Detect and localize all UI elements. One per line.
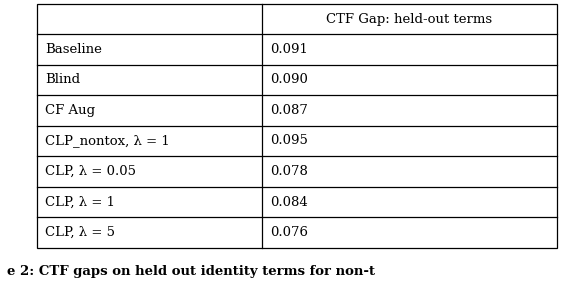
Text: 0.095: 0.095 — [270, 135, 308, 147]
Text: 0.084: 0.084 — [270, 196, 308, 209]
Text: 0.078: 0.078 — [270, 165, 308, 178]
Text: CTF Gap: held-out terms: CTF Gap: held-out terms — [327, 12, 492, 26]
Text: Blind: Blind — [45, 73, 80, 86]
Text: 0.091: 0.091 — [270, 43, 308, 56]
Text: CF Aug: CF Aug — [45, 104, 95, 117]
Text: CLP_nontox, λ = 1: CLP_nontox, λ = 1 — [45, 135, 170, 147]
Text: CLP, λ = 0.05: CLP, λ = 0.05 — [45, 165, 136, 178]
Bar — [37, 4, 557, 248]
Text: 0.090: 0.090 — [270, 73, 308, 86]
Text: 0.087: 0.087 — [270, 104, 308, 117]
Text: Baseline: Baseline — [45, 43, 102, 56]
Text: CLP, λ = 5: CLP, λ = 5 — [45, 226, 115, 239]
Text: CLP, λ = 1: CLP, λ = 1 — [45, 196, 115, 209]
Text: e 2: CTF gaps on held out identity terms for non-t: e 2: CTF gaps on held out identity terms… — [7, 265, 375, 278]
Text: 0.076: 0.076 — [270, 226, 308, 239]
